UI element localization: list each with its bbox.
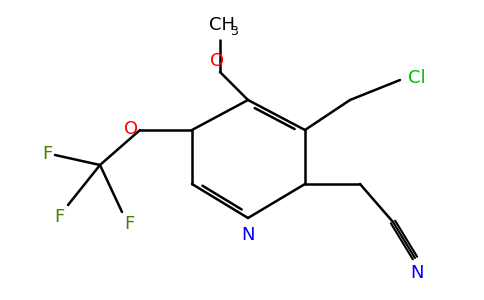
Text: F: F	[42, 145, 52, 163]
Text: F: F	[124, 215, 134, 233]
Text: O: O	[210, 52, 224, 70]
Text: N: N	[241, 226, 255, 244]
Text: CH: CH	[209, 16, 235, 34]
Text: F: F	[55, 208, 65, 226]
Text: Cl: Cl	[408, 69, 425, 87]
Text: 3: 3	[230, 25, 238, 38]
Text: O: O	[124, 120, 138, 138]
Text: N: N	[410, 264, 424, 282]
